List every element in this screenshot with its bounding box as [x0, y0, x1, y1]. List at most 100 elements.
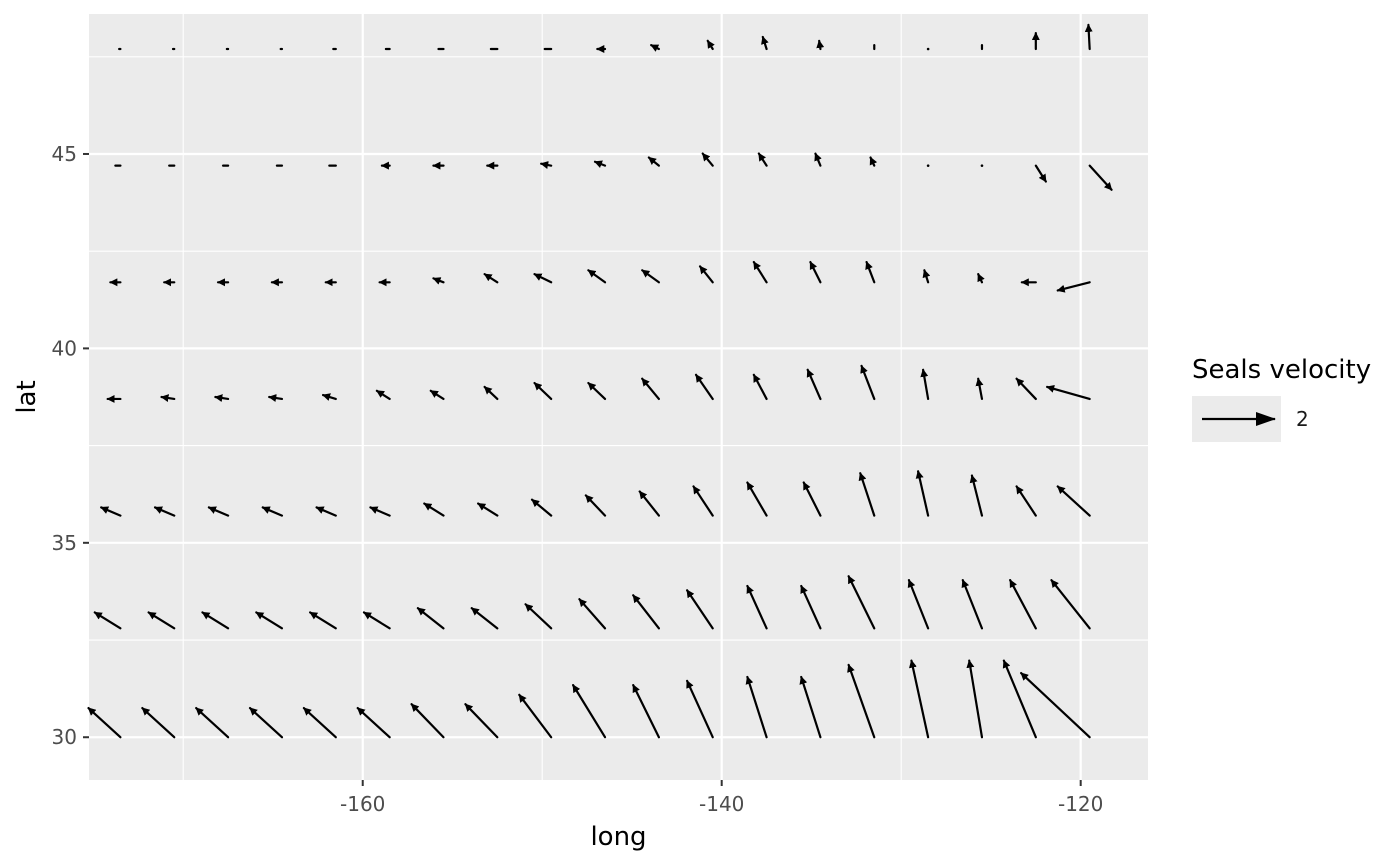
velocity-arrow [87, 706, 122, 739]
legend-label: 2 [1296, 407, 1309, 431]
x-axis: -160 -140 -120 [340, 780, 1103, 816]
velocity-arrow [362, 611, 391, 630]
y-axis-title: lat [12, 380, 42, 413]
velocity-arrow [540, 161, 553, 169]
velocity-arrow [698, 265, 714, 284]
velocity-arrow [248, 706, 284, 739]
minor-gridlines [89, 14, 1148, 780]
velocity-arrow [1002, 659, 1037, 739]
velocity-arrow [685, 589, 714, 630]
velocity-arrow [1034, 164, 1047, 183]
velocity-arrows [87, 23, 1113, 739]
velocity-arrow [201, 611, 230, 630]
velocity-arrow [746, 481, 768, 517]
velocity-arrow [746, 584, 768, 630]
velocity-arrow [638, 490, 660, 517]
y-tick-label: 30 [52, 725, 77, 749]
velocity-arrow [470, 607, 499, 630]
velocity-arrow [757, 152, 768, 167]
velocity-arrow [1050, 579, 1091, 630]
velocity-arrow [1056, 281, 1091, 293]
velocity-arrow [647, 156, 660, 167]
velocity-arrow [858, 472, 876, 517]
velocity-arrow [153, 506, 176, 517]
velocity-arrow [141, 706, 176, 739]
velocity-arrow [909, 659, 930, 739]
legend: Seals velocity 2 [1192, 355, 1371, 442]
velocity-arrow [802, 481, 822, 517]
velocity-arrow [432, 277, 445, 285]
x-tick-label: -120 [1058, 792, 1103, 816]
velocity-arrow [369, 506, 391, 517]
velocity-arrow [1088, 164, 1113, 191]
velocity-arrow [571, 684, 607, 739]
plot-panel [89, 14, 1148, 780]
velocity-arrow [1084, 23, 1093, 51]
velocity-arrow [799, 675, 822, 739]
velocity-arrow [701, 152, 714, 167]
velocity-arrow [410, 703, 445, 739]
velocity-arrow [865, 260, 876, 284]
velocity-arrow [650, 44, 660, 52]
velocity-arrow [806, 368, 822, 401]
velocity-arrow [416, 607, 445, 630]
velocity-arrow [706, 39, 715, 51]
velocity-arrow [692, 485, 714, 517]
velocity-arrow [214, 394, 230, 403]
velocity-arrow [869, 156, 878, 167]
velocity-arrow [261, 506, 284, 517]
velocity-arrow [587, 269, 607, 284]
velocity-arrow [961, 579, 984, 630]
velocity-arrow [268, 394, 284, 403]
x-tick-label: -160 [340, 792, 385, 816]
velocity-arrow [752, 260, 768, 284]
velocity-arrow [93, 611, 122, 630]
velocity-arrow [423, 502, 445, 517]
velocity-arrow [533, 381, 553, 401]
velocity-arrow [745, 675, 768, 739]
x-axis-title: long [590, 822, 646, 852]
velocity-arrow [685, 679, 714, 739]
velocity-arrow [518, 693, 553, 739]
velocity-arrow [147, 611, 176, 630]
velocity-arrow [920, 368, 930, 401]
velocity-arrow [255, 611, 284, 630]
velocity-arrow [1015, 485, 1037, 517]
velocity-arrow [309, 611, 337, 630]
velocity-arrow [814, 152, 822, 167]
velocity-arrow [907, 579, 930, 630]
y-axis: 30 35 40 45 [52, 142, 89, 749]
y-tick-label: 40 [52, 336, 77, 360]
velocity-arrow [809, 260, 822, 284]
velocity-arrow [1046, 384, 1091, 401]
velocity-arrow [922, 269, 931, 284]
velocity-arrow [980, 164, 984, 167]
velocity-arrow [429, 389, 445, 401]
velocity-arrow [315, 506, 337, 517]
velocity-arrow [356, 706, 391, 739]
velocity-arrow [321, 393, 337, 401]
velocity-arrow [1056, 485, 1091, 517]
velocity-arrow [977, 273, 985, 284]
velocity-arrow [969, 474, 984, 517]
velocity-arrow [847, 663, 876, 739]
velocity-arrow [587, 381, 607, 401]
velocity-arrow [975, 377, 984, 401]
velocity-arrow [915, 470, 930, 517]
velocity-arrow [100, 506, 122, 517]
velocity-arrow [584, 494, 607, 517]
y-tick-label: 45 [52, 142, 77, 166]
velocity-arrow [847, 575, 876, 630]
velocity-arrow [632, 594, 660, 630]
velocity-arrow [375, 389, 391, 401]
velocity-arrow [483, 273, 499, 284]
velocity-arrow [530, 498, 553, 517]
velocity-arrow [632, 684, 660, 739]
velocity-arrow [752, 373, 768, 401]
legend-title: Seals velocity [1192, 355, 1371, 385]
velocity-arrow [966, 659, 984, 739]
velocity-arrow [464, 703, 499, 739]
velocity-arrow [477, 502, 499, 517]
x-tick-label: -140 [699, 792, 744, 816]
